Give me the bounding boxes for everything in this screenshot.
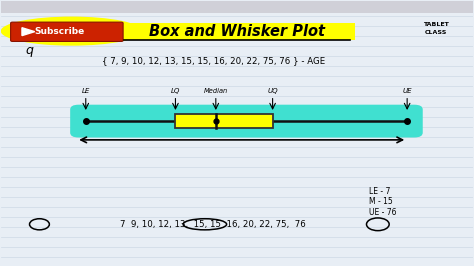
- FancyBboxPatch shape: [10, 22, 123, 41]
- Text: { 7, 9, 10, 12, 13, 15, 15, 16, 20, 22, 75, 76 } - AGE: { 7, 9, 10, 12, 13, 15, 15, 16, 20, 22, …: [102, 56, 325, 65]
- Text: M - 15: M - 15: [369, 197, 393, 206]
- FancyBboxPatch shape: [70, 105, 423, 138]
- Bar: [175, 114, 273, 128]
- Text: LE: LE: [82, 88, 90, 94]
- Text: Subscribe: Subscribe: [35, 27, 85, 36]
- Text: TABLET: TABLET: [423, 22, 448, 27]
- Text: UQ: UQ: [267, 88, 278, 94]
- Ellipse shape: [0, 16, 143, 46]
- Polygon shape: [22, 28, 35, 36]
- Text: q: q: [25, 44, 33, 57]
- Bar: [0, 1, 474, 13]
- Text: Median: Median: [204, 88, 228, 94]
- Text: UE: UE: [402, 88, 412, 94]
- FancyBboxPatch shape: [119, 23, 355, 40]
- Text: LE - 7: LE - 7: [369, 187, 391, 196]
- Text: Box and Whisker Plot: Box and Whisker Plot: [149, 24, 325, 39]
- Text: LQ: LQ: [171, 88, 180, 94]
- Text: CLASS: CLASS: [424, 31, 447, 35]
- Text: UE - 76: UE - 76: [369, 208, 397, 217]
- Text: 7  9, 10, 12, 13,  15, 15  16, 20, 22, 75,  76: 7 9, 10, 12, 13, 15, 15 16, 20, 22, 75, …: [120, 220, 306, 229]
